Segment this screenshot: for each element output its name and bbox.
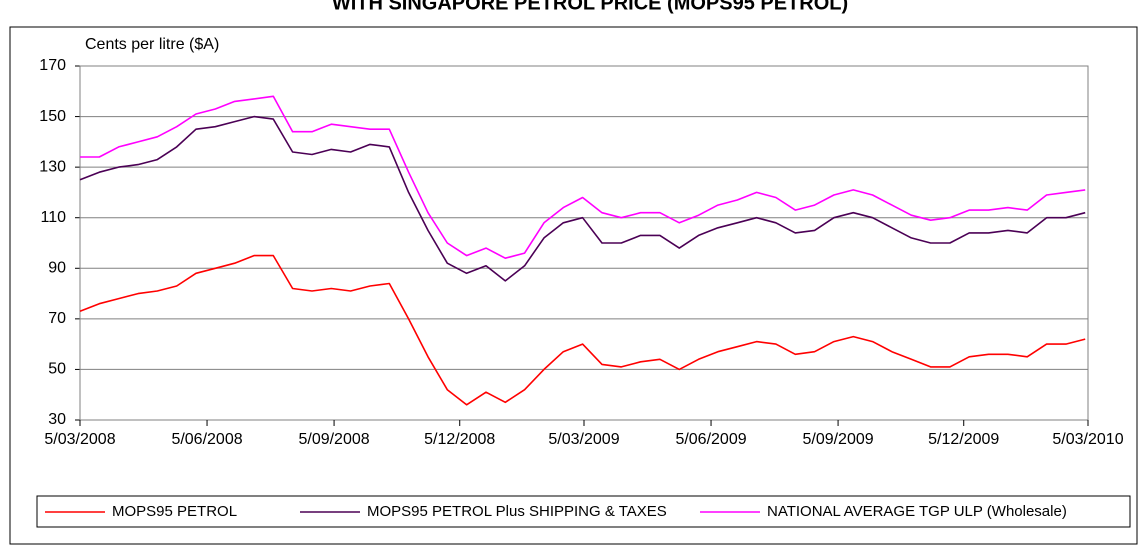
y-axis-label: Cents per litre ($A) <box>85 36 219 53</box>
series-line <box>79 115 1086 282</box>
y-tick-label: 130 <box>39 158 66 175</box>
series-line <box>80 95 1086 259</box>
x-tick-label: 5/06/2008 <box>171 431 242 448</box>
y-tick-label: 30 <box>48 411 66 428</box>
x-tick-label: 5/12/2009 <box>928 431 999 448</box>
legend-label: MOPS95 PETROL <box>112 503 237 520</box>
x-tick-label: 5/03/2010 <box>1052 431 1123 448</box>
x-tick-label: 5/03/2009 <box>548 431 619 448</box>
y-tick-label: 70 <box>48 310 66 327</box>
y-tick-label: 50 <box>48 361 66 378</box>
x-tick-label: 5/12/2008 <box>424 431 495 448</box>
y-tick-label: 90 <box>48 260 66 277</box>
legend-label: NATIONAL AVERAGE TGP ULP (Wholesale) <box>767 503 1067 520</box>
x-tick-label: 5/09/2009 <box>802 431 873 448</box>
y-tick-label: 170 <box>39 57 66 74</box>
x-tick-label: 5/03/2008 <box>44 431 115 448</box>
y-tick-label: 150 <box>39 108 66 125</box>
legend-label: MOPS95 PETROL Plus SHIPPING & TAXES <box>367 503 667 520</box>
chart-frame <box>9 26 1138 545</box>
x-tick-label: 5/06/2009 <box>675 431 746 448</box>
legend-box <box>36 495 1131 528</box>
x-tick-label: 5/09/2008 <box>298 431 369 448</box>
y-tick-label: 110 <box>40 209 66 226</box>
series-line <box>79 254 1086 406</box>
chart-title: WITH SINGAPORE PETROL PRICE (MOPS95 PETR… <box>332 0 848 14</box>
